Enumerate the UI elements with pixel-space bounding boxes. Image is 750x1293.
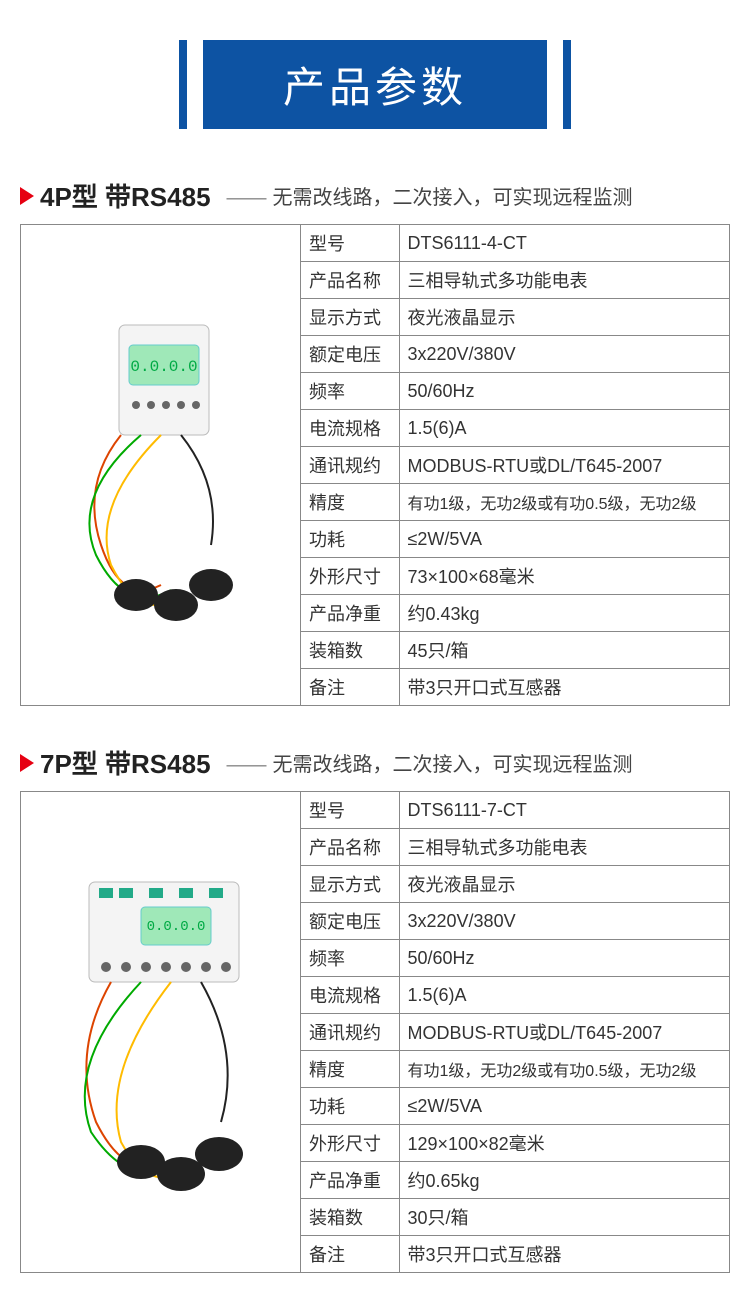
table-row: 通讯规约MODBUS-RTU或DL/T645-2007 — [301, 447, 729, 484]
table-row: 功耗≤2W/5VA — [301, 1088, 729, 1125]
spec-box: 0.0.0.0 型号DTS6111-4-CT 产品名称三相导轨式多功能电表 显示… — [20, 224, 730, 706]
product-image-cell: 0.0.0.0 — [21, 792, 301, 1272]
table-row: 电流规格1.5(6)A — [301, 410, 729, 447]
table-row: 精度有功1级，无功2级或有功0.5级，无功2级 — [301, 1051, 729, 1088]
spec-section-4p: 4P型 带RS485 ——无需改线路，二次接入，可实现远程监测 0.0.0.0 … — [0, 177, 750, 726]
product-illustration-4p: 0.0.0.0 — [41, 285, 281, 645]
table-row: 显示方式夜光液晶显示 — [301, 866, 729, 903]
svg-text:0.0.0.0: 0.0.0.0 — [130, 358, 197, 376]
table-row: 额定电压3x220V/380V — [301, 903, 729, 940]
arrow-icon — [20, 754, 34, 772]
spec-table-7p: 型号DTS6111-7-CT 产品名称三相导轨式多功能电表 显示方式夜光液晶显示… — [301, 792, 729, 1272]
spec-table-4p: 型号DTS6111-4-CT 产品名称三相导轨式多功能电表 显示方式夜光液晶显示… — [301, 225, 729, 705]
banner-area: 产品参数 — [0, 0, 750, 159]
product-illustration-7p: 0.0.0.0 — [41, 852, 281, 1212]
table-row: 外形尺寸73×100×68毫米 — [301, 558, 729, 595]
arrow-icon — [20, 187, 34, 205]
table-row: 额定电压3x220V/380V — [301, 336, 729, 373]
table-row: 型号DTS6111-4-CT — [301, 225, 729, 262]
table-row: 装箱数45只/箱 — [301, 632, 729, 669]
table-row: 产品名称三相导轨式多功能电表 — [301, 262, 729, 299]
section-title: 7P型 带RS485 — [40, 744, 211, 781]
table-row: 外形尺寸129×100×82毫米 — [301, 1125, 729, 1162]
table-row: 通讯规约MODBUS-RTU或DL/T645-2007 — [301, 1014, 729, 1051]
section-header: 7P型 带RS485 ——无需改线路，二次接入，可实现远程监测 — [20, 744, 730, 781]
table-row: 电流规格1.5(6)A — [301, 977, 729, 1014]
table-row: 产品净重约0.43kg — [301, 595, 729, 632]
table-row: 产品名称三相导轨式多功能电表 — [301, 829, 729, 866]
svg-text:0.0.0.0: 0.0.0.0 — [146, 919, 205, 935]
section-subtitle: ——无需改线路，二次接入，可实现远程监测 — [221, 181, 633, 210]
table-row: 装箱数30只/箱 — [301, 1199, 729, 1236]
product-image-cell: 0.0.0.0 — [21, 225, 301, 705]
spec-box: 0.0.0.0 型号DTS6111-7-CT 产品名称三相导轨式多功能电表 显示… — [20, 791, 730, 1273]
table-row: 型号DTS6111-7-CT — [301, 792, 729, 829]
table-row: 精度有功1级，无功2级或有功0.5级，无功2级 — [301, 484, 729, 521]
table-row: 功耗≤2W/5VA — [301, 521, 729, 558]
section-title: 4P型 带RS485 — [40, 177, 211, 214]
section-subtitle: ——无需改线路，二次接入，可实现远程监测 — [221, 748, 633, 777]
table-row: 频率50/60Hz — [301, 940, 729, 977]
table-row: 显示方式夜光液晶显示 — [301, 299, 729, 336]
section-header: 4P型 带RS485 ——无需改线路，二次接入，可实现远程监测 — [20, 177, 730, 214]
page-title: 产品参数 — [203, 40, 547, 129]
table-row: 产品净重约0.65kg — [301, 1162, 729, 1199]
table-row: 备注带3只开口式互感器 — [301, 669, 729, 706]
table-row: 备注带3只开口式互感器 — [301, 1236, 729, 1273]
spec-section-7p: 7P型 带RS485 ——无需改线路，二次接入，可实现远程监测 0.0.0.0 … — [0, 744, 750, 1293]
table-row: 频率50/60Hz — [301, 373, 729, 410]
